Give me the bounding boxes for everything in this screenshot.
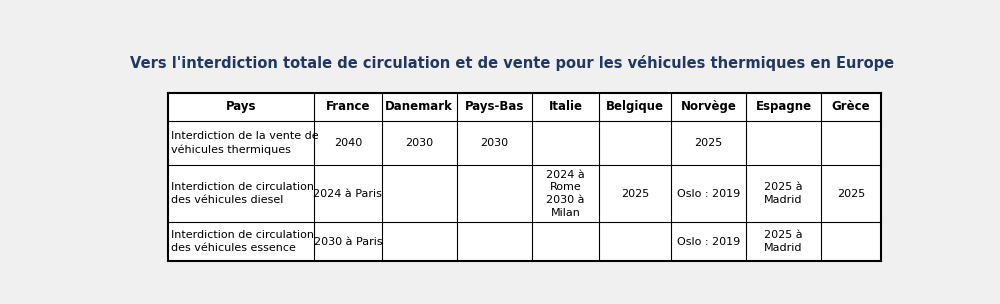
Text: 2025: 2025: [694, 138, 722, 148]
Text: Grèce: Grèce: [832, 101, 870, 113]
Text: Pays: Pays: [226, 101, 256, 113]
Text: 2040: 2040: [334, 138, 362, 148]
Text: 2024 à Paris: 2024 à Paris: [313, 189, 382, 199]
Text: Oslo : 2019: Oslo : 2019: [677, 237, 740, 247]
Text: 2024 à
Rome
2030 à
Milan: 2024 à Rome 2030 à Milan: [546, 170, 585, 218]
Text: Norvège: Norvège: [680, 101, 736, 113]
Text: Italie: Italie: [549, 101, 583, 113]
Text: Vers l'interdiction totale de circulation et de vente pour les véhicules thermiq: Vers l'interdiction totale de circulatio…: [130, 55, 895, 71]
Text: Pays-Bas: Pays-Bas: [465, 101, 524, 113]
Text: 2025: 2025: [621, 189, 649, 199]
Bar: [168, 93, 881, 261]
Text: Interdiction de la vente de
véhicules thermiques: Interdiction de la vente de véhicules th…: [171, 132, 318, 155]
Text: Interdiction de circulation
des véhicules diesel: Interdiction de circulation des véhicule…: [171, 182, 314, 205]
Text: France: France: [326, 101, 370, 113]
Text: Oslo : 2019: Oslo : 2019: [677, 189, 740, 199]
Text: 2030: 2030: [480, 138, 508, 148]
Text: Danemark: Danemark: [385, 101, 453, 113]
Text: 2025 à
Madrid: 2025 à Madrid: [764, 230, 803, 253]
Text: 2025: 2025: [837, 189, 865, 199]
Text: 2025 à
Madrid: 2025 à Madrid: [764, 182, 803, 205]
Text: 2030: 2030: [405, 138, 433, 148]
Text: Interdiction de circulation
des véhicules essence: Interdiction de circulation des véhicule…: [171, 230, 314, 253]
Text: Espagne: Espagne: [756, 101, 812, 113]
Text: 2030 à Paris: 2030 à Paris: [314, 237, 382, 247]
Text: Belgique: Belgique: [606, 101, 664, 113]
